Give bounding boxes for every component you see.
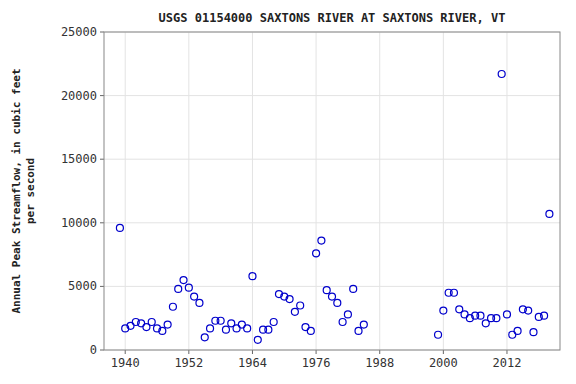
plot-background [104, 32, 560, 350]
y-grid-line [104, 222, 560, 223]
y-tick [100, 350, 104, 351]
x-tick-label: 1952 [174, 356, 203, 370]
chart-title: USGS 01154000 SAXTONS RIVER AT SAXTONS R… [159, 11, 506, 25]
point [270, 319, 277, 326]
y-axis-label-line: per second [24, 158, 37, 224]
x-tick [252, 350, 253, 354]
x-tick-label: 1964 [238, 356, 267, 370]
point [249, 273, 256, 280]
x-grid-line [443, 32, 444, 350]
point [291, 308, 298, 315]
x-grid-line [188, 32, 189, 350]
x-tick [316, 350, 317, 354]
point [196, 299, 203, 306]
point [355, 327, 362, 334]
point [360, 321, 367, 328]
y-grid-line [104, 286, 560, 287]
point [265, 326, 272, 333]
point [307, 327, 314, 334]
point [440, 307, 447, 314]
grid [104, 32, 560, 350]
x-grid-line [379, 32, 380, 350]
point [164, 321, 171, 328]
point [334, 299, 341, 306]
point [493, 315, 500, 322]
point [318, 237, 325, 244]
point [191, 293, 198, 300]
y-tick-label: 15000 [61, 152, 97, 166]
x-tick-label: 2000 [429, 356, 458, 370]
point [169, 303, 176, 310]
y-tick-label: 0 [90, 343, 97, 357]
y-tick-label: 25000 [61, 25, 97, 39]
y-tick-label: 20000 [61, 89, 97, 103]
point [244, 325, 251, 332]
x-tick-label: 1940 [111, 356, 140, 370]
point [116, 224, 123, 231]
point [286, 296, 293, 303]
point [254, 336, 261, 343]
x-tick [379, 350, 380, 354]
point [350, 285, 357, 292]
point [329, 293, 336, 300]
point [477, 312, 484, 319]
point [344, 311, 351, 318]
x-grid-line [506, 32, 507, 350]
point [313, 250, 320, 257]
point [498, 70, 505, 77]
x-tick-label: 2012 [493, 356, 522, 370]
x-tick-label: 1988 [365, 356, 394, 370]
y-tick [100, 222, 104, 223]
point [530, 329, 537, 336]
x-tick [125, 350, 126, 354]
point [541, 312, 548, 319]
points [116, 70, 552, 343]
point [503, 311, 510, 318]
point [175, 285, 182, 292]
y-axis-label: Annual Peak Streamflow, in cubic feetper… [10, 68, 37, 313]
plot-frame [104, 32, 560, 350]
point [217, 317, 224, 324]
point [450, 289, 457, 296]
x-grid-line [252, 32, 253, 350]
chart-svg: 1940 1952 1964 1976 1988 2000 2012 0 5000 10000 15… [0, 0, 576, 384]
point [148, 319, 155, 326]
x-tick-label: 1976 [302, 356, 331, 370]
point [323, 287, 330, 294]
point [180, 277, 187, 284]
x-tick [506, 350, 507, 354]
y-tick [100, 159, 104, 160]
y-tick [100, 95, 104, 96]
x-grid-line [316, 32, 317, 350]
point [207, 325, 214, 332]
point [222, 326, 229, 333]
x-tick [443, 350, 444, 354]
point [159, 327, 166, 334]
x-tick [188, 350, 189, 354]
y-tick [100, 32, 104, 33]
x-grid-line [125, 32, 126, 350]
y-tick-label: 5000 [68, 279, 97, 293]
point [435, 331, 442, 338]
y-tick [100, 286, 104, 287]
point [546, 210, 553, 217]
y-axis-label-line: Annual Peak Streamflow, in cubic feet [10, 68, 23, 313]
y-tick-label: 10000 [61, 216, 97, 230]
point [297, 302, 304, 309]
y-grid-line [104, 159, 560, 160]
axes: 1940 1952 1964 1976 1988 2000 2012 0 5000 10000 15… [61, 25, 522, 370]
point [525, 307, 532, 314]
point [185, 284, 192, 291]
point [339, 319, 346, 326]
point [201, 334, 208, 341]
chart-container: 1940 1952 1964 1976 1988 2000 2012 0 5000 10000 15… [0, 0, 576, 384]
point [514, 327, 521, 334]
y-grid-line [104, 95, 560, 96]
